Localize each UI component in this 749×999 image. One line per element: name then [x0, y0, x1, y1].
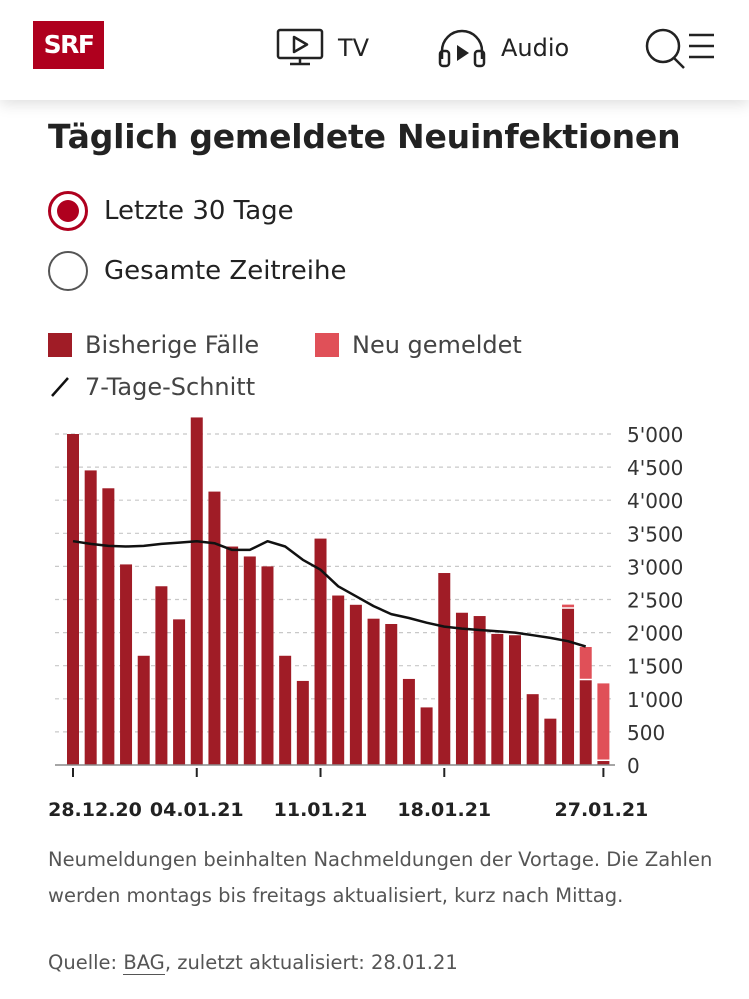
bar-new: [562, 604, 575, 608]
bar-previous: [402, 678, 415, 765]
legend-swatch-previous: [48, 333, 72, 357]
bar-new: [579, 646, 592, 679]
legend-new: Neu gemeldet: [315, 331, 522, 359]
tv-icon: [276, 28, 324, 66]
y-tick-label: 3'000: [627, 555, 683, 579]
x-tick-label: 18.01.21: [397, 799, 491, 821]
radio-full-series[interactable]: Gesamte Zeitreihe: [48, 251, 346, 291]
page-title: Täglich gemeldete Neuinfektionen: [48, 117, 681, 156]
bar-previous: [120, 564, 133, 765]
source-link-bag[interactable]: BAG: [123, 951, 165, 975]
search-menu-icon[interactable]: [643, 25, 717, 71]
bar-previous: [314, 538, 327, 765]
bar-previous: [102, 488, 115, 765]
bar-previous: [455, 612, 468, 765]
bar-previous: [385, 623, 398, 765]
bar-previous: [526, 694, 539, 765]
bar-previous: [137, 655, 150, 765]
bar-previous: [491, 633, 504, 765]
chart-note: Neumeldungen beinhalten Nachmeldungen de…: [48, 848, 713, 907]
y-tick-label: 4'000: [627, 489, 683, 513]
bar-previous: [473, 616, 486, 765]
legend-label: Bisherige Fälle: [85, 331, 260, 359]
y-tick-label: 4'500: [627, 456, 683, 480]
radio-label: Gesamte Zeitreihe: [104, 256, 347, 286]
y-tick-label: 3'500: [627, 522, 683, 546]
nav-tv-label: TV: [338, 34, 370, 62]
bar-previous: [562, 608, 575, 765]
bar-previous: [279, 655, 292, 765]
headphones-icon: [438, 29, 486, 68]
bar-previous: [190, 417, 203, 765]
legend-previous: Bisherige Fälle: [48, 331, 259, 359]
y-tick-label: 500: [627, 721, 665, 745]
cases-chart: 5'000 4'500 4'000 3'500 3'000 2'500 2'000 1'500…: [48, 417, 683, 821]
avg-line: [72, 539, 587, 648]
source-prefix: Quelle:: [48, 951, 124, 974]
y-tick-label: 0: [627, 754, 640, 778]
y-tick-label: 2'000: [627, 622, 683, 646]
legend-label: 7-Tage-Schnitt: [85, 373, 256, 401]
bar-previous: [173, 619, 186, 765]
radio-label: Letzte 30 Tage: [104, 196, 294, 226]
legend-swatch-new: [315, 333, 339, 357]
x-tick-label: 27.01.21: [555, 799, 649, 821]
x-tick-label: 04.01.21: [150, 799, 244, 821]
radio-last-30-days[interactable]: Letzte 30 Tage: [48, 191, 294, 231]
bar-previous: [420, 707, 433, 765]
legend-line-icon: [51, 377, 69, 397]
bar-previous: [438, 573, 451, 765]
x-tick-label: 28.12.20: [48, 799, 142, 821]
bar-previous: [296, 680, 309, 765]
radio-button[interactable]: [48, 251, 88, 291]
bar-previous: [208, 491, 221, 765]
bar-previous: [84, 470, 97, 765]
bar-previous: [155, 586, 168, 765]
bar-new: [597, 683, 610, 760]
nav-tv[interactable]: TV: [276, 26, 369, 70]
source-suffix: , zuletzt aktualisiert: 28.01.21: [164, 951, 458, 974]
bar-previous: [579, 680, 592, 765]
legend-avg: 7-Tage-Schnitt: [48, 373, 255, 401]
bar-previous: [226, 546, 239, 765]
bar-previous: [261, 566, 274, 765]
site-header: SRF TV Audio: [0, 0, 749, 100]
nav-audio[interactable]: Audio: [437, 26, 569, 70]
chart-source: Quelle: BAG, zuletzt aktualisiert: 28.01…: [48, 951, 458, 975]
bar-previous: [544, 718, 557, 765]
nav-audio-label: Audio: [501, 34, 570, 62]
bar-previous: [509, 635, 521, 765]
bar-previous: [349, 604, 362, 765]
bar-previous: [67, 434, 79, 765]
srf-logo[interactable]: SRF: [33, 21, 104, 69]
y-tick-label: 1'500: [627, 655, 683, 679]
legend-label: Neu gemeldet: [352, 331, 522, 359]
bar-previous: [597, 761, 610, 765]
y-tick-label: 5'000: [627, 423, 683, 447]
y-tick-label: 1'000: [627, 688, 683, 712]
bar-previous: [367, 618, 380, 765]
bar-previous: [243, 556, 256, 765]
y-tick-label: 2'500: [627, 589, 683, 613]
x-tick-label: 11.01.21: [274, 799, 368, 821]
bar-previous: [332, 595, 345, 765]
radio-button-checked[interactable]: [48, 191, 88, 231]
